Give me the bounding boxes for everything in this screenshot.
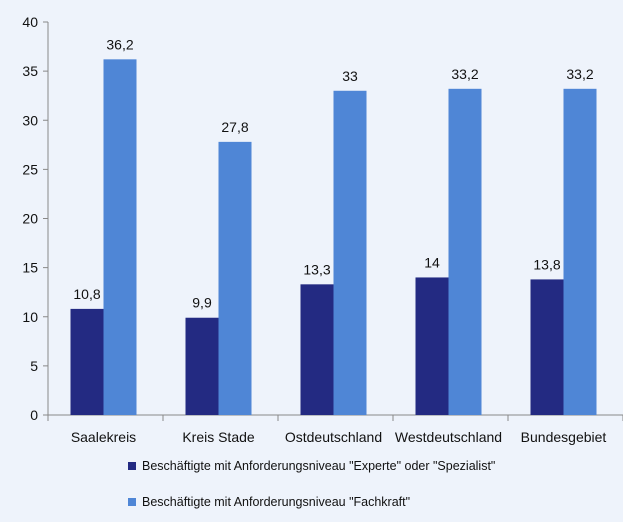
y-tick-label: 5 bbox=[30, 358, 38, 374]
legend-label-series-2: Beschäftigte mit Anforderungsniveau "Fac… bbox=[142, 495, 411, 509]
legend-label-series-1: Beschäftigte mit Anforderungsniveau "Exp… bbox=[142, 459, 496, 473]
y-tick-label: 10 bbox=[22, 309, 38, 325]
x-category-label: Westdeutschland bbox=[395, 429, 502, 445]
data-label-series-2: 33,2 bbox=[566, 66, 593, 82]
bar-series-2 bbox=[448, 88, 482, 415]
legend-swatch-series-2 bbox=[128, 498, 136, 506]
legend-item-series-2: Beschäftigte mit Anforderungsniveau "Fac… bbox=[128, 495, 410, 509]
x-category-label: Saalekreis bbox=[71, 429, 136, 445]
x-category-label: Bundesgebiet bbox=[521, 429, 607, 445]
y-tick-label: 40 bbox=[22, 14, 38, 30]
y-tick-label: 25 bbox=[22, 161, 38, 177]
data-label-series-1: 10,8 bbox=[73, 286, 100, 302]
data-label-series-2: 27,8 bbox=[221, 119, 248, 135]
chart-labels: Saalekreis Kreis Stade Ostdeutschland Westd… bbox=[71, 36, 607, 445]
data-label-series-2: 33,2 bbox=[451, 66, 478, 82]
bar-series-1 bbox=[70, 308, 104, 415]
data-label-series-2: 36,2 bbox=[106, 36, 133, 52]
data-label-series-1: 9,9 bbox=[192, 295, 212, 311]
y-tick-label: 30 bbox=[22, 112, 38, 128]
bar-series-1 bbox=[185, 317, 219, 415]
data-label-series-1: 14 bbox=[424, 254, 440, 270]
x-category-label: Kreis Stade bbox=[182, 429, 255, 445]
bar-series-1 bbox=[530, 279, 564, 415]
bar-series-1 bbox=[415, 277, 449, 415]
data-label-series-1: 13,3 bbox=[303, 261, 330, 277]
y-tick-label: 20 bbox=[22, 211, 38, 227]
y-tick-label: 0 bbox=[30, 407, 38, 423]
legend-swatch-series-1 bbox=[128, 462, 136, 470]
x-category-label: Ostdeutschland bbox=[285, 429, 382, 445]
bar-series-2 bbox=[103, 59, 137, 416]
bar-series-2 bbox=[333, 90, 367, 416]
bar-series-1 bbox=[300, 284, 334, 415]
data-label-series-1: 13,8 bbox=[533, 256, 560, 272]
chart-axes: 0 5 10 15 20 25 30 35 40 bbox=[22, 14, 623, 423]
bar-series-2 bbox=[218, 141, 252, 416]
chart-bars bbox=[70, 59, 597, 416]
legend-item-series-1: Beschäftigte mit Anforderungsniveau "Exp… bbox=[128, 459, 495, 473]
y-tick-label: 15 bbox=[22, 260, 38, 276]
data-label-series-2: 33 bbox=[342, 68, 358, 84]
bar-series-2 bbox=[563, 88, 597, 415]
y-tick-label: 35 bbox=[22, 63, 38, 79]
